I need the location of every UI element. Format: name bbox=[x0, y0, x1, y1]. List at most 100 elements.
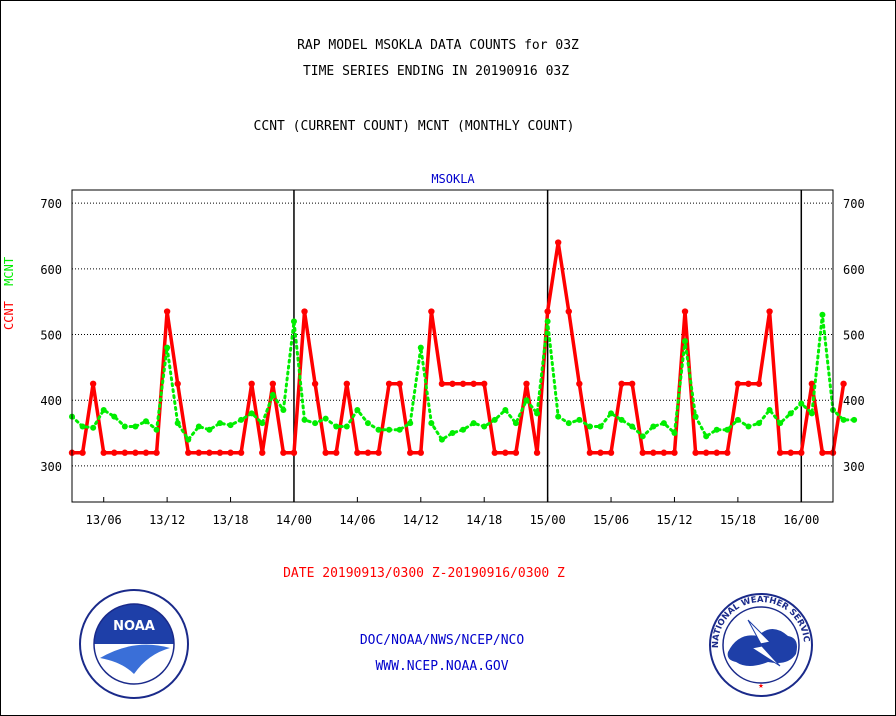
data-point-mcnt bbox=[565, 420, 572, 427]
data-point-ccnt bbox=[79, 449, 86, 456]
data-point-ccnt bbox=[121, 449, 129, 456]
data-point-mcnt bbox=[185, 436, 192, 443]
data-point-mcnt bbox=[132, 423, 139, 430]
data-point-ccnt bbox=[565, 308, 572, 315]
data-point-ccnt bbox=[618, 380, 625, 387]
x-tick-label: 13/18 bbox=[212, 513, 248, 527]
data-point-mcnt bbox=[576, 416, 583, 423]
data-point-mcnt bbox=[851, 416, 858, 423]
data-point-ccnt bbox=[311, 380, 319, 387]
data-point-ccnt bbox=[755, 380, 763, 387]
data-point-mcnt bbox=[766, 407, 773, 414]
data-point-mcnt bbox=[238, 416, 245, 423]
data-point-ccnt bbox=[142, 449, 150, 456]
nws-logo: NATIONAL WEATHER SERVICE ★ bbox=[708, 592, 813, 697]
data-point-mcnt bbox=[618, 416, 625, 423]
data-point-mcnt bbox=[312, 420, 319, 427]
data-point-mcnt bbox=[777, 420, 784, 427]
data-point-mcnt bbox=[216, 420, 223, 427]
data-point-ccnt bbox=[470, 380, 477, 387]
noaa-logo: NOAA bbox=[79, 589, 189, 699]
data-point-mcnt bbox=[629, 423, 636, 430]
data-point-ccnt bbox=[713, 449, 720, 456]
y-tick-label-left: 400 bbox=[40, 394, 62, 408]
data-point-ccnt bbox=[554, 239, 562, 246]
data-point-mcnt bbox=[597, 423, 604, 430]
data-point-mcnt bbox=[111, 413, 118, 420]
data-point-ccnt bbox=[111, 449, 118, 456]
data-point-mcnt bbox=[322, 415, 329, 422]
data-point-ccnt bbox=[89, 380, 97, 387]
data-point-mcnt bbox=[682, 338, 689, 345]
data-point-mcnt bbox=[756, 420, 763, 427]
data-point-ccnt bbox=[280, 449, 287, 456]
org-label[interactable]: DOC/NOAA/NWS/NCEP/NCO bbox=[359, 633, 525, 648]
data-point-ccnt bbox=[639, 449, 646, 456]
data-point-mcnt bbox=[174, 420, 181, 427]
y-tick-label-left: 500 bbox=[40, 329, 62, 343]
data-point-mcnt bbox=[438, 436, 445, 443]
data-point-mcnt bbox=[195, 423, 202, 430]
data-point-mcnt bbox=[608, 410, 615, 417]
data-point-mcnt bbox=[164, 344, 171, 351]
data-point-mcnt bbox=[534, 410, 541, 417]
data-point-ccnt bbox=[597, 449, 604, 456]
x-tick-label: 15/12 bbox=[656, 513, 692, 527]
data-point-mcnt bbox=[333, 423, 340, 430]
data-point-ccnt bbox=[840, 380, 847, 387]
data-point-mcnt bbox=[692, 413, 699, 420]
data-point-mcnt bbox=[396, 426, 403, 433]
data-point-mcnt bbox=[639, 433, 646, 440]
data-point-ccnt bbox=[798, 449, 805, 456]
data-point-mcnt bbox=[428, 420, 435, 427]
data-point-ccnt bbox=[491, 449, 498, 456]
chart-title-line1: RAP MODEL MSOKLA DATA COUNTS for 03Z bbox=[297, 38, 579, 53]
data-point-mcnt bbox=[417, 344, 424, 351]
data-point-ccnt bbox=[269, 380, 277, 387]
chart-title-line2: TIME SERIES ENDING IN 20190916 03Z bbox=[302, 64, 570, 79]
x-tick-label: 14/12 bbox=[403, 513, 439, 527]
data-point-ccnt bbox=[417, 449, 424, 456]
data-point-ccnt bbox=[132, 449, 139, 456]
data-point-mcnt bbox=[724, 426, 731, 433]
data-point-ccnt bbox=[185, 449, 192, 456]
data-point-mcnt bbox=[523, 397, 530, 404]
data-point-mcnt bbox=[121, 423, 128, 430]
y-tick-label-right: 400 bbox=[843, 394, 865, 408]
data-point-ccnt bbox=[343, 380, 351, 387]
data-point-mcnt bbox=[290, 318, 297, 325]
data-point-ccnt bbox=[745, 380, 752, 387]
data-point-ccnt bbox=[385, 380, 393, 387]
data-point-ccnt bbox=[576, 380, 583, 387]
series-line-ccnt bbox=[72, 240, 846, 455]
data-point-ccnt bbox=[216, 449, 224, 456]
axis-layer: 300 300 400 400 500 500 600 600 700 700 13/06 13/12… bbox=[40, 189, 865, 527]
y-tick-label-right: 300 bbox=[843, 460, 865, 474]
data-point-mcnt bbox=[90, 424, 97, 431]
chart-title-line3: CCNT (CURRENT COUNT) MCNT (MONTHLY COUNT… bbox=[253, 119, 575, 134]
data-point-ccnt bbox=[333, 449, 340, 456]
data-point-mcnt bbox=[407, 420, 414, 427]
y-tick-label-left: 300 bbox=[40, 460, 62, 474]
data-point-mcnt bbox=[586, 423, 593, 430]
data-point-mcnt bbox=[502, 407, 509, 414]
data-point-mcnt bbox=[787, 410, 794, 417]
noaa-logo-text: NOAA bbox=[113, 619, 155, 634]
data-point-ccnt bbox=[523, 380, 530, 387]
data-point-mcnt bbox=[808, 410, 815, 417]
data-point-mcnt bbox=[798, 400, 805, 407]
data-point-ccnt bbox=[544, 308, 551, 315]
data-point-mcnt bbox=[840, 416, 847, 423]
data-point-mcnt bbox=[491, 416, 498, 423]
y-tick-label-right: 500 bbox=[843, 329, 865, 343]
data-point-ccnt bbox=[407, 449, 414, 456]
data-point-mcnt bbox=[544, 318, 551, 325]
x-tick-label: 15/18 bbox=[720, 513, 756, 527]
data-point-mcnt bbox=[460, 426, 467, 433]
data-point-mcnt bbox=[671, 430, 678, 437]
data-point-mcnt bbox=[703, 433, 710, 440]
x-tick-label: 15/00 bbox=[530, 513, 566, 527]
grid-layer bbox=[72, 190, 833, 502]
data-point-mcnt bbox=[819, 311, 826, 318]
website-link[interactable]: WWW.NCEP.NOAA.GOV bbox=[375, 659, 509, 674]
